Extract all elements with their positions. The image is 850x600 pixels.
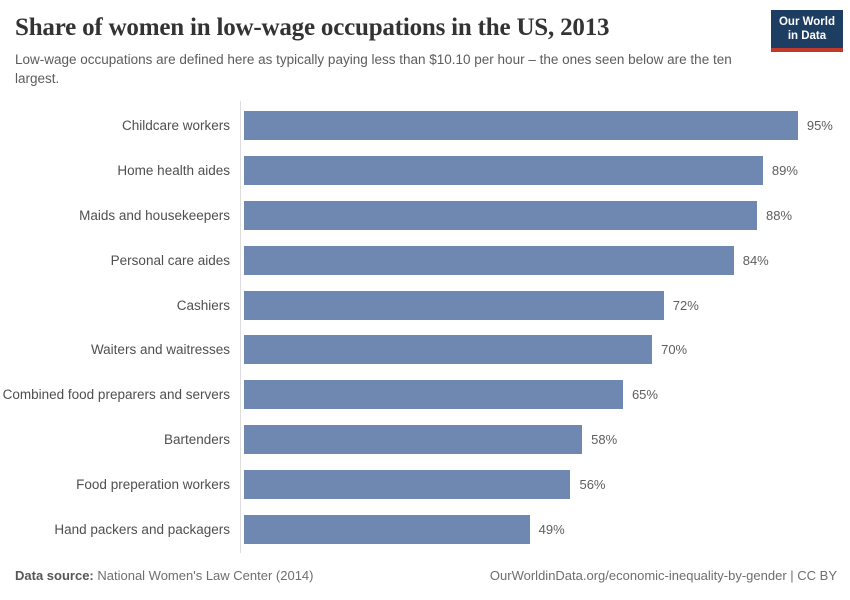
bar-row: Personal care aides 84% xyxy=(0,238,850,283)
bar xyxy=(244,425,583,455)
category-label: Bartenders xyxy=(163,432,230,448)
bar xyxy=(244,335,653,365)
bar-rows: Childcare workers 95% Home health aides … xyxy=(0,103,850,552)
value-label: 88% xyxy=(766,207,793,223)
category-label: Childcare workers xyxy=(121,117,230,133)
category-label: Personal care aides xyxy=(110,252,230,268)
category-label: Cashiers xyxy=(176,297,230,313)
bar-track: 49% xyxy=(244,514,827,544)
bar xyxy=(244,245,734,275)
bar-track: 56% xyxy=(244,470,827,500)
chart-subtitle: Low-wage occupations are defined here as… xyxy=(15,52,732,86)
bar xyxy=(244,470,571,500)
value-label: 84% xyxy=(742,252,769,268)
bar-row: Waiters and waitresses 70% xyxy=(0,327,850,372)
owid-logo-line-2: in Data xyxy=(787,29,827,42)
category-label: Home health aides xyxy=(117,162,230,178)
page-title: Share of women in low-wage occupations i… xyxy=(15,14,610,41)
bar-row: Home health aides 89% xyxy=(0,148,850,193)
category-label: Waiters and waitresses xyxy=(90,342,230,358)
chart-footer: Data source: National Women's Law Center… xyxy=(15,568,837,583)
bar-row: Bartenders 58% xyxy=(0,417,850,462)
value-label: 49% xyxy=(538,521,565,537)
data-source: Data source: National Women's Law Center… xyxy=(15,568,314,583)
bar-track: 88% xyxy=(244,200,827,230)
value-label: 95% xyxy=(806,117,833,133)
bar-track: 84% xyxy=(244,245,827,275)
owid-logo-line-1: Our World xyxy=(778,16,835,28)
bar-track: 58% xyxy=(244,425,827,455)
category-label: Hand packers and packagers xyxy=(54,521,230,537)
bar-track: 65% xyxy=(244,380,827,410)
value-label: 58% xyxy=(591,432,618,448)
bar xyxy=(244,200,758,230)
value-label: 89% xyxy=(771,162,798,178)
value-label: 56% xyxy=(579,477,606,493)
bar xyxy=(244,514,530,544)
bar-track: 72% xyxy=(244,290,827,320)
citation-link[interactable]: OurWorldinData.org/economic-inequality-b… xyxy=(489,568,837,583)
owid-logo[interactable]: Our World in Data xyxy=(770,10,843,52)
y-axis-line xyxy=(240,101,241,553)
data-source-label: Data source: xyxy=(15,568,94,583)
category-label: Combined food preparers and servers xyxy=(2,387,230,403)
value-label: 65% xyxy=(631,387,658,403)
bar xyxy=(244,380,623,410)
bar xyxy=(244,155,763,185)
bar-row: Cashiers 72% xyxy=(0,283,850,328)
bar-track: 70% xyxy=(244,335,827,365)
value-label: 72% xyxy=(672,297,699,313)
category-label: Food preperation workers xyxy=(76,477,230,493)
bar-row: Childcare workers 95% xyxy=(0,103,850,148)
bar-row: Food preperation workers 56% xyxy=(0,462,850,507)
bar-track: 95% xyxy=(244,110,833,140)
bar-chart: Childcare workers 95% Home health aides … xyxy=(0,101,850,553)
data-source-text: National Women's Law Center (2014) xyxy=(93,568,314,583)
bar-row: Hand packers and packagers 49% xyxy=(0,507,850,552)
bar-row: Combined food preparers and servers 65% xyxy=(0,372,850,417)
bar-track: 89% xyxy=(244,155,827,185)
value-label: 70% xyxy=(661,342,688,358)
bar-row: Maids and housekeepers 88% xyxy=(0,193,850,238)
bar xyxy=(244,290,664,320)
category-label: Maids and housekeepers xyxy=(79,207,230,223)
bar xyxy=(244,110,798,140)
